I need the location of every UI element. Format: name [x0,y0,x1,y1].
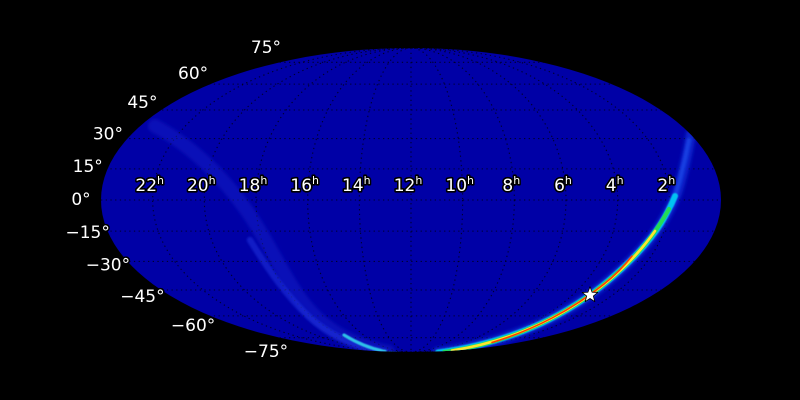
ra-tick-label: 18h [239,174,268,197]
celestial-sphere-ellipse [101,48,721,352]
ra-tick-label: 8h [502,174,520,197]
arc-layer-left-band-cyan-tip [342,333,387,352]
ra-gridline [307,48,515,352]
dec-tick-label: 60° [178,64,208,84]
ra-tick-label: 12h [394,174,423,197]
axis-tick-labels: 75° 60° 45°30° 15° 0° −15° −30° −45° −60° −75° 22h… [64,36,677,364]
ra-tick-label: 22h [135,174,164,197]
ra-tick-label: 2h [657,174,675,197]
dec-tick-label: 45° [127,93,157,113]
star-marker [581,286,599,303]
ra-gridline [255,48,567,352]
dec-tick-label: −75° [244,342,288,362]
dec-tick-label: 30° [93,124,123,144]
arc-layer-left-band-inner [246,236,390,352]
localization-arc [148,119,696,352]
ra-tick-label: 4h [606,174,624,197]
arc-layer-main-red-core [491,255,633,344]
dec-tick-label: 15° [73,157,103,177]
dec-tick-label: −30° [86,256,130,276]
ra-gridline [358,48,464,352]
dec-tick-label: −60° [171,316,215,336]
dec-tick-label: 75° [251,38,281,58]
ra-tick-label: 6h [554,174,572,197]
dec-tick-label: −15° [66,223,110,243]
ra-tick-label: 16h [290,174,319,197]
ra-tick-label: 14h [342,174,371,197]
dec-tick-label: 0° [71,190,90,210]
ra-gridline [203,48,619,352]
ra-tick-label: 10h [445,174,474,197]
ra-tick-label: 20h [187,174,216,197]
star-marker-shape [581,286,599,303]
dec-tick-label: −45° [120,287,164,307]
